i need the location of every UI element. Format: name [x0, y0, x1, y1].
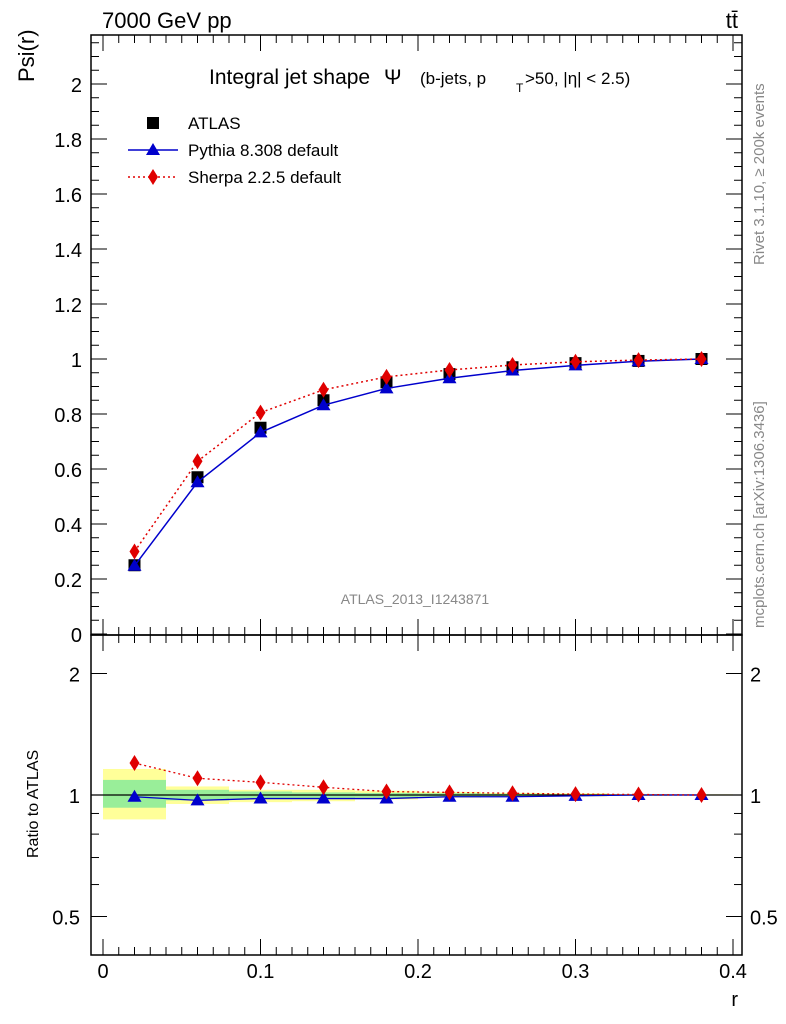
- ratio-line-1: [134, 762, 702, 796]
- mcplots-label: mcplots.cern.ch [arXiv:1306.3436]: [751, 401, 768, 628]
- data-point-2-3: [318, 381, 329, 398]
- title-subscript: T: [516, 81, 524, 95]
- y-tick-label: 0: [71, 625, 82, 647]
- legend-sherpa-label: Sherpa 2.2.5 default: [188, 168, 341, 187]
- ratio-point-0-1: [190, 793, 205, 806]
- ratio-point-1-8: [633, 786, 644, 803]
- x-tick-label: 0.4: [719, 961, 747, 983]
- series-line-2: [133, 358, 702, 552]
- main-y-axis: [91, 42, 742, 635]
- data-point-1-2: [253, 425, 268, 438]
- y-axis-label: Psi(r): [14, 29, 39, 82]
- title-detail: (b-jets, p: [420, 69, 486, 88]
- legend-atlas-label: ATLAS: [188, 114, 241, 133]
- data-point-2-5: [444, 362, 455, 378]
- ratio-point-0-0: [127, 789, 142, 802]
- y-tick-label: 1: [71, 350, 82, 372]
- ratio-y-tick-label-right: 0.5: [750, 908, 778, 930]
- ratio-point-1-6: [507, 785, 518, 802]
- ratio-point-1-5: [444, 784, 455, 801]
- data-point-2-2: [255, 404, 266, 421]
- legend-sherpa-marker: [148, 169, 158, 185]
- series-line-1: [133, 358, 702, 567]
- y-tick-label: 0.6: [54, 460, 82, 482]
- x-tick-label: 0.2: [404, 961, 432, 983]
- ratio-point-1-0: [129, 755, 140, 772]
- data-point-1-3: [316, 398, 331, 411]
- data-point-2-1: [192, 453, 203, 470]
- x-axis-label: r: [731, 989, 738, 1011]
- y-tick-label: 0.2: [54, 570, 82, 592]
- ratio-x-axis: 0 0.1 0.2 0.3 0.4: [97, 635, 747, 983]
- x-tick-label: 0: [97, 961, 108, 983]
- data-point-2-8: [633, 352, 644, 369]
- data-point-2-7: [570, 353, 581, 370]
- y-tick-label: 1.2: [54, 295, 82, 317]
- ratio-point-1-2: [255, 774, 266, 791]
- x-tick-label: 0.1: [247, 961, 275, 983]
- title-main: Integral jet shape: [209, 66, 370, 89]
- data-point-1-0: [127, 558, 142, 571]
- legend-pythia-label: Pythia 8.308 default: [188, 141, 339, 160]
- ratio-point-1-7: [570, 786, 581, 803]
- ratio-point-0-2: [253, 791, 268, 804]
- chart-title: Integral jet shape Ψ (b-jets, p T >50, |…: [209, 66, 630, 95]
- ratio-point-1-9: [696, 787, 707, 803]
- ratio-y-axis: 0.5 0.5 1 1 2 2: [52, 665, 778, 930]
- data-point-1-4: [379, 381, 394, 394]
- ratio-series-layer: [127, 755, 709, 806]
- ratio-point-1-1: [192, 770, 203, 787]
- y-tick-label: 0.8: [54, 405, 82, 427]
- ratio-line-0: [134, 794, 702, 801]
- ratio-point-1-3: [318, 779, 329, 796]
- ratio-y-tick-label-right: 2: [750, 665, 761, 687]
- process-label: tt̄: [726, 8, 738, 33]
- ratio-y-tick-label: 0.5: [52, 908, 80, 930]
- data-point-2-9: [696, 351, 707, 367]
- y-tick-label: 0.4: [54, 515, 82, 537]
- ratio-y-tick-label: 2: [69, 665, 80, 687]
- ratio-y-axis-label: Ratio to ATLAS: [25, 750, 42, 858]
- title-symbol: Ψ: [384, 66, 402, 89]
- data-point-2-0: [129, 543, 140, 560]
- main-series-layer: [127, 351, 709, 572]
- ratio-y-tick-label: 1: [69, 786, 80, 808]
- data-point-1-1: [190, 475, 205, 488]
- y-tick-label: 2: [71, 75, 82, 97]
- ratio-point-1-4: [381, 783, 392, 800]
- legend-pythia-marker: [146, 143, 160, 155]
- legend-atlas-marker: [147, 117, 159, 129]
- y-tick-label: 1.8: [54, 130, 82, 152]
- energy-label: 7000 GeV pp: [102, 8, 232, 33]
- analysis-id: ATLAS_2013_I1243871: [341, 591, 490, 607]
- data-point-2-4: [381, 368, 392, 385]
- title-rest: >50, |η| < 2.5): [525, 69, 630, 88]
- rivet-label: Rivet 3.1.10, ≥ 200k events: [751, 83, 768, 265]
- main-x-ticks: [102, 35, 734, 635]
- x-tick-label: 0.3: [562, 961, 590, 983]
- ratio-y-tick-label-right: 1: [750, 786, 761, 808]
- data-point-2-6: [507, 357, 518, 374]
- ratio-point-0-3: [316, 791, 331, 804]
- y-tick-label: 1.4: [54, 240, 82, 262]
- main-y-tick-labels: 0 0.2 0.4 0.6 0.8 1 1.2 1.4 1.6 1.8 2: [54, 75, 82, 647]
- legend: ATLAS Pythia 8.308 default Sherpa 2.2.5 …: [128, 114, 341, 187]
- y-tick-label: 1.6: [54, 185, 82, 207]
